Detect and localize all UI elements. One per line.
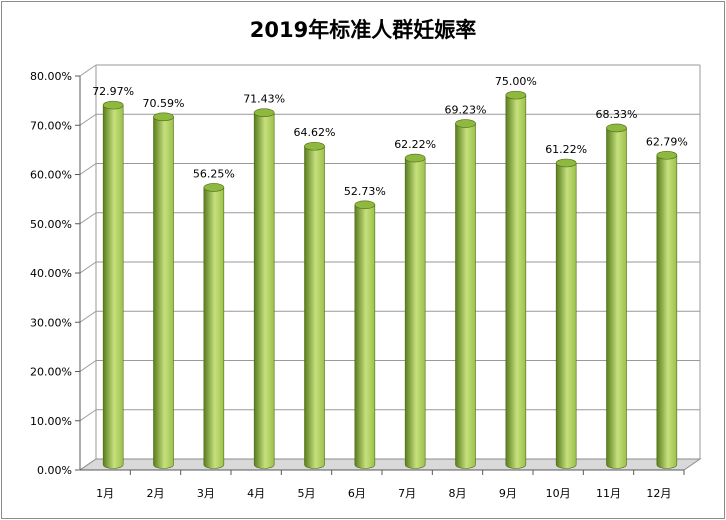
bar — [304, 141, 325, 469]
data-label: 71.43% — [243, 93, 285, 106]
bar-top — [404, 153, 426, 163]
bar-body — [606, 127, 627, 469]
bar — [656, 150, 678, 469]
data-label: 61.22% — [545, 143, 587, 156]
chart-title: 2019年标准人群妊娠率 — [249, 18, 477, 42]
bar-body — [354, 204, 376, 469]
x-tick-label: 4月 — [247, 487, 265, 500]
bar-top — [505, 90, 527, 100]
data-label: 75.00% — [495, 75, 537, 88]
data-label: 70.59% — [143, 97, 185, 110]
data-label: 56.25% — [193, 167, 235, 180]
gridline-side — [79, 409, 97, 422]
axes — [75, 75, 702, 475]
y-tick-label: 0.00% — [37, 464, 72, 477]
y-tick-label: 30.00% — [30, 316, 72, 329]
data-label: 62.79% — [646, 135, 688, 148]
y-tick-label: 40.00% — [30, 267, 72, 280]
x-tick-label: 6月 — [348, 487, 366, 500]
x-tick-label: 2月 — [147, 487, 165, 500]
y-tick-label: 20.00% — [30, 366, 72, 379]
x-tick-label: 7月 — [398, 487, 416, 500]
y-tick-label: 50.00% — [30, 218, 72, 231]
bar-body — [455, 123, 476, 469]
x-tick-label: 1月 — [96, 487, 114, 500]
bar — [555, 158, 577, 469]
bar-body — [404, 157, 426, 469]
data-label: 52.73% — [344, 185, 386, 198]
bar-top — [455, 119, 476, 128]
y-tick-label: 60.00% — [30, 169, 72, 182]
bar — [404, 153, 426, 469]
gridline-side — [79, 310, 97, 323]
y-tick-labels: 0.00% 10.00% 20.00% 30.00% 40.00% 50.00% 60.00… — [30, 70, 72, 477]
bar-top — [555, 158, 577, 168]
y-tick-label: 70.00% — [30, 119, 72, 132]
bar-body — [555, 162, 577, 469]
gridline-side — [79, 113, 97, 126]
bar-body — [505, 94, 527, 469]
bar-top — [253, 108, 275, 118]
bar-top — [102, 100, 124, 110]
bar — [153, 112, 174, 469]
data-label: 64.62% — [294, 126, 336, 139]
x-tick-label: 12月 — [646, 487, 671, 500]
gridlines — [79, 64, 701, 471]
bar — [455, 119, 476, 469]
x-tick-labels: 1月 2月 3月 4月 5月 6月 7月 8月 9月 10月 11月 12月 — [96, 487, 671, 500]
bar-body — [102, 104, 124, 469]
bar-top — [203, 183, 225, 192]
y-tick-label: 10.00% — [30, 415, 72, 428]
data-labels: 72.97% 70.59% 56.25% 71.43% 64.62% 52.73% 62.2… — [92, 75, 688, 198]
x-tick-label: 5月 — [298, 487, 316, 500]
bar-body — [656, 154, 678, 469]
y-tick-label: 80.00% — [30, 70, 72, 83]
gridline-side — [79, 261, 97, 274]
bar — [505, 90, 527, 469]
bar — [354, 200, 376, 469]
x-tick-label: 9月 — [499, 487, 517, 500]
bars — [102, 90, 678, 469]
bar-top — [656, 150, 678, 160]
bar-top — [304, 141, 325, 151]
data-label: 69.23% — [445, 104, 487, 117]
bar — [102, 100, 124, 469]
bar-top — [606, 123, 627, 133]
bar — [253, 108, 275, 469]
x-tick-label: 3月 — [197, 487, 215, 500]
bar — [203, 183, 225, 469]
gridline-side — [79, 163, 97, 175]
bar-top — [354, 200, 376, 210]
bar-body — [253, 112, 275, 469]
gridline-side — [79, 212, 97, 225]
bar-body — [203, 187, 225, 469]
x-tick-label: 8月 — [449, 487, 467, 500]
data-label: 68.33% — [596, 108, 638, 121]
data-label: 62.22% — [394, 138, 436, 151]
bar-top — [153, 112, 174, 122]
gridline-side — [79, 64, 97, 77]
data-label: 72.97% — [92, 85, 134, 98]
bar-body — [304, 145, 325, 469]
bar-body — [153, 116, 174, 469]
gridline-side — [79, 360, 97, 372]
x-tick-label: 10月 — [546, 487, 571, 500]
x-tick-label: 11月 — [596, 487, 621, 500]
bar — [606, 123, 627, 469]
